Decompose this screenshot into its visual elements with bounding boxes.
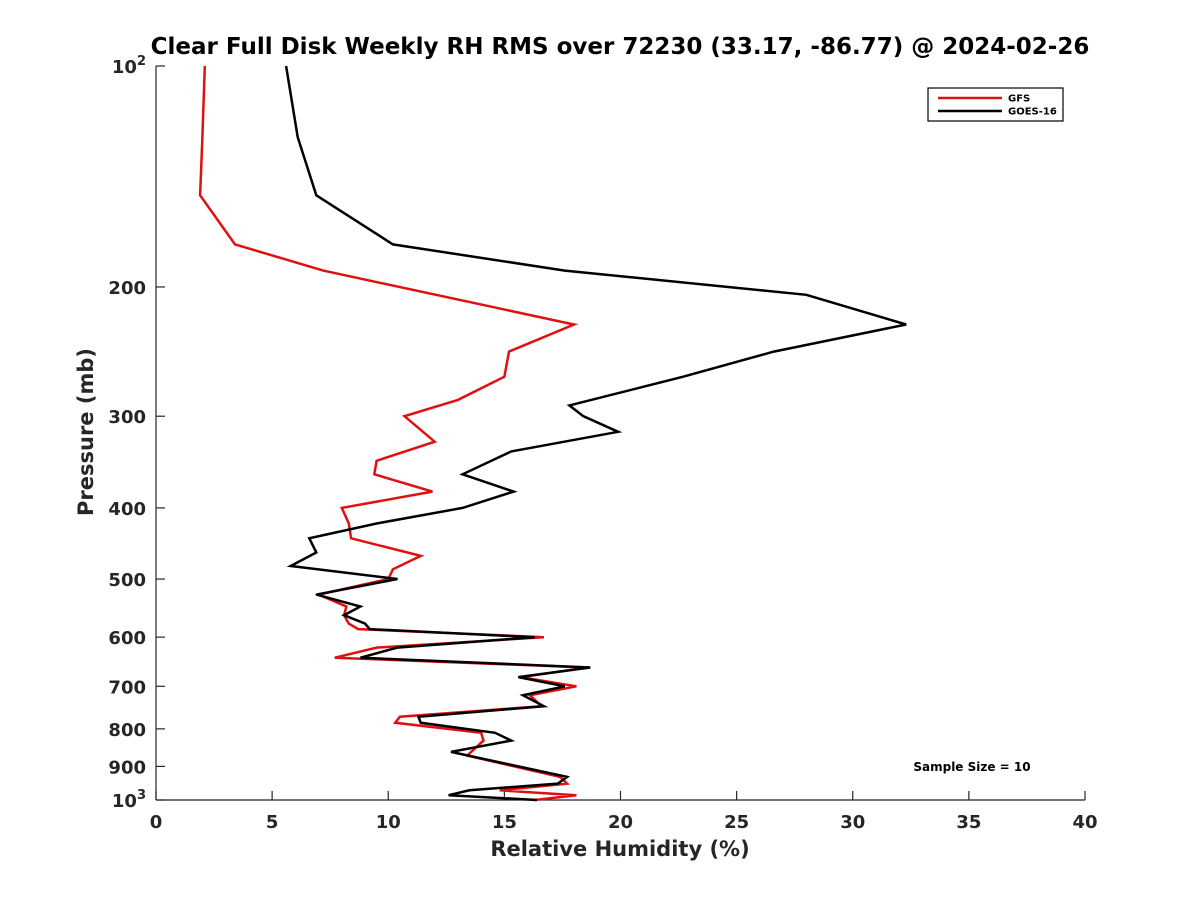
x-tick-label: 20 (608, 812, 633, 833)
x-tick-label: 5 (266, 812, 279, 833)
x-axis-label: Relative Humidity (%) (490, 837, 749, 861)
chart-title: Clear Full Disk Weekly RH RMS over 72230… (151, 34, 1090, 60)
x-tick-label: 10 (376, 812, 401, 833)
series-line-gfs (198, 65, 589, 802)
legend-box (927, 87, 1064, 122)
y-tick-label: 800 (108, 720, 146, 741)
x-tick-label: 15 (492, 812, 517, 833)
legend: GFS GOES-16 (927, 87, 1064, 122)
y-tick-label: 102 (112, 54, 146, 78)
y-tick-label: 500 (108, 570, 146, 591)
y-tick-label: 103 (112, 788, 146, 812)
x-tick-label: 35 (956, 812, 981, 833)
series-layer (198, 65, 907, 802)
x-axis-ticks: 0 5 10 15 20 25 30 35 40 (150, 791, 1098, 833)
x-tick-label: 40 (1072, 812, 1097, 833)
plot-area (155, 66, 1085, 801)
y-tick-label: 200 (108, 278, 146, 299)
y-tick-label: 600 (108, 628, 146, 649)
sample-size-annotation: Sample Size = 10 (913, 760, 1030, 774)
y-tick-label: 700 (108, 677, 146, 698)
y-tick-label: 900 (108, 757, 146, 778)
x-tick-label: 0 (150, 812, 163, 833)
y-axis-ticks: 102 200 300 400 500 600 700 800 900 103 (108, 54, 165, 812)
legend-label-goes16: GOES-16 (1008, 107, 1057, 118)
series-line-goes16 (284, 65, 907, 802)
x-tick-label: 25 (724, 812, 749, 833)
y-tick-label: 300 (108, 407, 146, 428)
legend-label-gfs: GFS (1008, 94, 1030, 105)
x-tick-label: 30 (840, 812, 865, 833)
y-tick-label: 400 (108, 499, 146, 520)
y-axis-label: Pressure (mb) (74, 348, 98, 516)
